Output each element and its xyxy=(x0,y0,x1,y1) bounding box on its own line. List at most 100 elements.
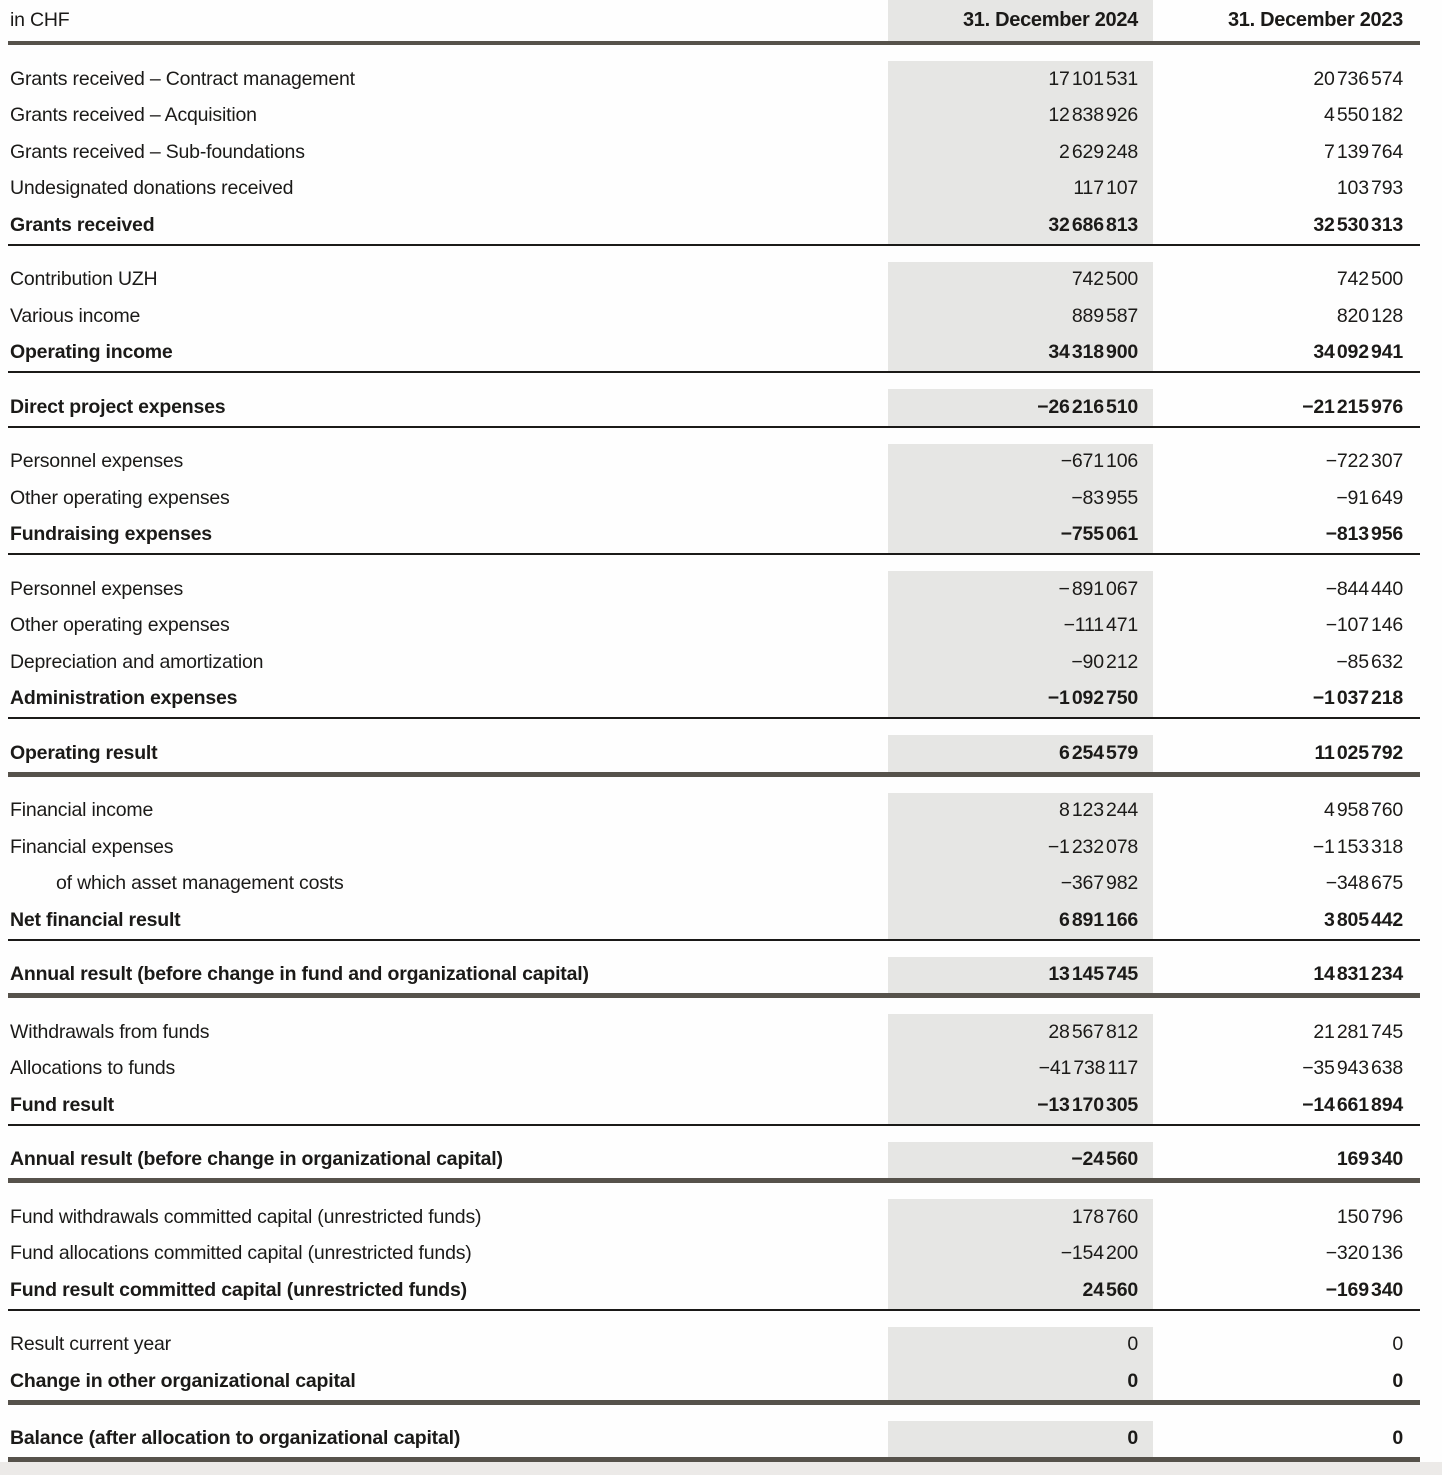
value-2024: 2 629 248 xyxy=(1059,140,1138,163)
value-2024: 117 107 xyxy=(1073,177,1138,200)
table-row: Operating result 6 254 579 11 025 792 xyxy=(8,735,1420,772)
value-2023: 20 736 574 xyxy=(1313,67,1403,90)
row-label: Other operating expenses xyxy=(10,486,230,509)
statement-section: Annual result (before change in fund and… xyxy=(8,956,1420,998)
value-2023: 11 025 792 xyxy=(1314,741,1403,764)
table-row: Other operating expenses −83 955 −91 649 xyxy=(8,480,1420,517)
row-label: Fund allocations committed capital (unre… xyxy=(10,1242,472,1265)
value-2024: 8 123 244 xyxy=(1059,799,1138,822)
value-2023: 4 958 760 xyxy=(1324,799,1403,822)
value-2023: 32 530 313 xyxy=(1313,213,1403,236)
value-2023: −14 661 894 xyxy=(1302,1093,1403,1116)
table-row: Administration expenses −1 092 750 −1 037 … xyxy=(8,681,1420,718)
value-2023: 103 793 xyxy=(1336,177,1403,200)
row-label: Grants received – Sub-foundations xyxy=(10,140,305,163)
row-label: Operating income xyxy=(10,341,173,364)
table-row: Operating income 34 318 900 34 092 941 xyxy=(8,335,1420,372)
table-row: Fundraising expenses −755 061 −813 956 xyxy=(8,517,1420,554)
value-2024: 6 891 166 xyxy=(1059,908,1138,931)
value-2024: 17 101 531 xyxy=(1048,67,1138,90)
row-label: Result current year xyxy=(10,1333,171,1356)
table-row: Direct project expenses −26 216 510 −21 21… xyxy=(8,389,1420,426)
column-2024-highlight-band xyxy=(888,1420,1153,1462)
value-2024: 32 686 813 xyxy=(1048,213,1138,236)
section-rule-thin xyxy=(8,243,1420,246)
value-2023: −1 153 318 xyxy=(1312,835,1403,858)
table-row: Balance (after allocation to organizatio… xyxy=(8,1421,1420,1458)
column-header-2023: 31. December 2023 xyxy=(1227,9,1403,31)
section-rule-thin xyxy=(8,938,1420,941)
column-2024-highlight-band xyxy=(888,956,1153,998)
value-2024: 34 318 900 xyxy=(1048,341,1138,364)
value-2024: −26 216 510 xyxy=(1037,395,1138,418)
table-row: Annual result (before change in fund and… xyxy=(8,957,1420,994)
currency-unit-label: in CHF xyxy=(10,9,70,31)
value-2024: −367 982 xyxy=(1060,872,1138,895)
value-2023: 0 xyxy=(1392,1427,1403,1450)
row-label: Financial expenses xyxy=(10,835,174,858)
value-2023: −107 146 xyxy=(1325,614,1403,637)
value-2024: 742 500 xyxy=(1071,268,1138,291)
row-label: Financial income xyxy=(10,799,154,822)
column-2024-highlight-band xyxy=(888,261,1153,373)
value-2024: −41 738 117 xyxy=(1038,1057,1139,1080)
table-row: Financial income 8 123 244 4 958 760 xyxy=(8,793,1420,830)
statement-section: Personnel expenses − 891 067 −844 440 Other… xyxy=(8,571,1420,719)
statement-section: Direct project expenses −26 216 510 −21 21… xyxy=(8,389,1420,428)
row-label: Depreciation and amortization xyxy=(10,650,264,673)
table-row: Financial expenses −1 232 078 −1 153 318 xyxy=(8,829,1420,866)
value-2023: −91 649 xyxy=(1336,486,1403,509)
value-2024: 28 567 812 xyxy=(1048,1020,1138,1043)
row-label: Withdrawals from funds xyxy=(10,1020,210,1043)
statement-section: Withdrawals from funds 28 567 812 21 281 7… xyxy=(8,1014,1420,1126)
column-2024-highlight-band xyxy=(888,735,1153,777)
column-2024-highlight-band xyxy=(888,571,1153,719)
section-rule-thin xyxy=(8,425,1420,428)
value-2023: −35 943 638 xyxy=(1302,1057,1403,1080)
value-2024: −83 955 xyxy=(1071,486,1138,509)
table-row: Grants received – Acquisition 12 838 926 4… xyxy=(8,98,1420,135)
row-label: Personnel expenses xyxy=(10,450,184,473)
column-2024-highlight-band xyxy=(888,61,1153,246)
value-2023: 0 xyxy=(1392,1369,1403,1392)
table-row: Change in other organizational capital 0 0 xyxy=(8,1363,1420,1400)
row-label: Administration expenses xyxy=(10,687,238,710)
value-2023: −813 956 xyxy=(1325,523,1403,546)
row-label: Annual result (before change in organiza… xyxy=(10,1148,503,1171)
value-2023: −85 632 xyxy=(1336,650,1403,673)
section-rule-thin xyxy=(8,1308,1420,1311)
table-row: Contribution UZH 742 500 742 500 xyxy=(8,262,1420,299)
value-2023: −348 675 xyxy=(1325,872,1403,895)
value-2024: 12 838 926 xyxy=(1048,104,1138,127)
value-2024: 889 587 xyxy=(1071,304,1138,327)
value-2023: −320 136 xyxy=(1325,1242,1403,1265)
value-2023: 4 550 182 xyxy=(1324,104,1403,127)
row-label: Grants received xyxy=(10,213,155,236)
value-2023: 742 500 xyxy=(1336,268,1403,291)
value-2024: 13 145 745 xyxy=(1048,963,1138,986)
value-2024: − 891 067 xyxy=(1058,577,1139,600)
value-2024: −13 170 305 xyxy=(1037,1093,1138,1116)
row-label: Allocations to funds xyxy=(10,1057,176,1080)
row-label: Fund result committed capital (unrestric… xyxy=(10,1278,467,1301)
row-label: Balance (after allocation to organizatio… xyxy=(10,1427,461,1450)
value-2024: 0 xyxy=(1127,1333,1138,1356)
value-2023: 34 092 941 xyxy=(1313,341,1403,364)
statement-section: Annual result (before change in organiza… xyxy=(8,1141,1420,1183)
value-2023: 820 128 xyxy=(1336,304,1403,327)
value-2024: 6 254 579 xyxy=(1059,741,1138,764)
statement-section: Result current year 0 0 Change in other org… xyxy=(8,1326,1420,1405)
value-2023: 14 831 234 xyxy=(1313,963,1403,986)
value-2023: 150 796 xyxy=(1336,1205,1403,1228)
row-label: Fund result xyxy=(10,1093,114,1116)
table-row: Personnel expenses − 891 067 −844 440 xyxy=(8,571,1420,608)
section-rule-thick xyxy=(8,771,1420,777)
value-2023: 0 xyxy=(1392,1333,1403,1356)
column-2024-highlight-band xyxy=(888,1014,1153,1126)
row-label: Contribution UZH xyxy=(10,268,158,291)
value-2023: −21 215 976 xyxy=(1302,395,1403,418)
table-row: Allocations to funds −41 738 117 −35 943 6… xyxy=(8,1051,1420,1088)
table-row: Other operating expenses −111 471 −107 146 xyxy=(8,608,1420,645)
table-row: of which asset management costs −367 982 −… xyxy=(8,866,1420,903)
